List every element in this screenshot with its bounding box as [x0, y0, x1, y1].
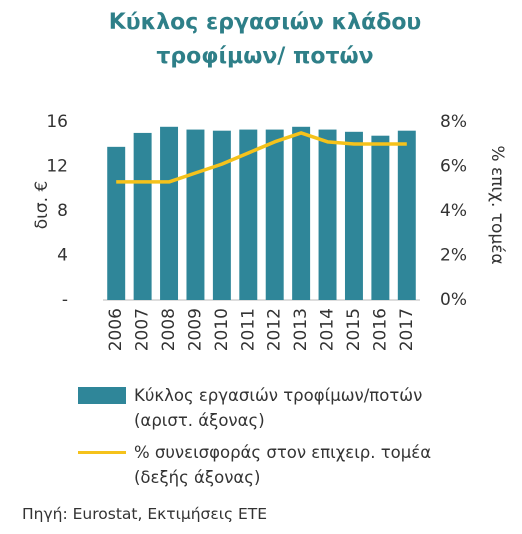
x-tick-label: 2007 [133, 308, 153, 351]
y-axis-label: δισ. € [32, 181, 52, 230]
bar [265, 129, 284, 300]
x-tick-label: 2006 [106, 308, 126, 351]
bar [186, 129, 205, 300]
y-tick-label: 8 [57, 201, 68, 221]
bar [344, 131, 363, 300]
legend-label: Κύκλος εργασιών τροφίμων/ποτών (αριστ. ά… [134, 386, 423, 430]
plot: δισ. € % επιχ. τομέα - 4 8 12 16 0% 2% 4% 6% 8% 20… [32, 112, 507, 351]
y2-tick-label: 6% [440, 156, 467, 176]
x-tick-label: 2012 [265, 308, 285, 351]
x-tick-label: 2010 [212, 308, 232, 351]
x-tick-label: 2013 [291, 308, 311, 351]
legend-label: % συνεισφοράς στον επιχειρ. τομέα (δεξής… [134, 443, 432, 487]
x-tick-label: 2008 [159, 308, 179, 351]
y2-tick-label: 0% [440, 290, 467, 310]
chart-title: Κύκλος εργασιών κλάδου τροφίμων/ ποτών [108, 10, 422, 69]
bar [160, 126, 179, 300]
y-tick-label: 4 [57, 245, 68, 265]
legend-swatch [78, 451, 126, 454]
x-tick-label: 2015 [344, 308, 364, 351]
x-tick-label: 2009 [185, 308, 205, 351]
bar [107, 146, 126, 300]
x-tick-label: 2014 [318, 308, 338, 351]
line [116, 131, 407, 184]
legend-swatch [78, 387, 126, 404]
source: Πηγή: Eurostat, Εκτιμήσεις ΕΤΕ [22, 505, 268, 523]
bar [397, 130, 416, 300]
y2-axis-label: % επιχ. τομέα [487, 145, 507, 264]
bar [133, 132, 152, 300]
bar [239, 129, 258, 300]
y-tick-label: - [62, 290, 68, 310]
x-tick-label: 2016 [370, 308, 390, 351]
y2-tick-label: 8% [440, 112, 467, 132]
bar [292, 126, 311, 300]
y2-tick-label: 2% [440, 245, 467, 265]
x-tick-label: 2017 [397, 308, 417, 351]
bar [371, 135, 390, 300]
y2-tick-label: 4% [440, 201, 467, 221]
bar [212, 130, 231, 300]
y-tick-label: 12 [46, 156, 68, 176]
x-tick-label: 2011 [238, 308, 258, 351]
bar [318, 129, 337, 300]
y-tick-label: 16 [46, 112, 68, 132]
